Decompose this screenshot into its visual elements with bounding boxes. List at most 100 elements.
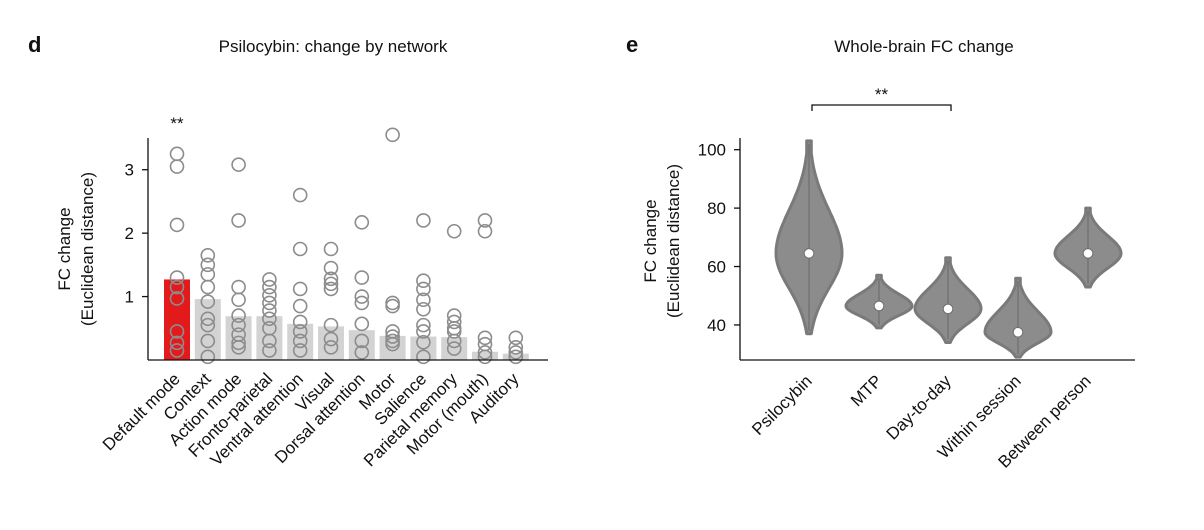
- point-context-5: [200, 311, 216, 327]
- point-salience-6: [416, 324, 431, 339]
- point-dorsal-attention-0: [354, 215, 370, 230]
- point-salience-2: [416, 281, 431, 297]
- point-context-8: [200, 349, 216, 365]
- point-ventral-attention-4: [292, 314, 308, 330]
- point-action-mode-2: [231, 279, 246, 295]
- point-auditory-0: [508, 330, 524, 346]
- point-visual-4: [323, 281, 339, 297]
- point-visual-7: [323, 340, 339, 355]
- point-ventral-attention-3: [292, 298, 308, 314]
- point-action-mode-4: [231, 308, 246, 323]
- point-action-mode-1: [231, 213, 246, 228]
- point-default-mode-0: [169, 146, 185, 162]
- point-auditory-1: [508, 340, 524, 355]
- bar-fronto-parietal: [256, 316, 283, 360]
- point-salience-3: [416, 292, 431, 308]
- point-default-mode-1: [169, 159, 185, 174]
- point-motor-mouth-5: [477, 349, 493, 365]
- panel-e-letter: e: [626, 32, 638, 57]
- point-fronto-parietal-8: [262, 343, 277, 358]
- panel-d: d Psilocybin: change by network FC chang…: [28, 32, 548, 470]
- panel-d-ylabel-2: (Euclidean distance): [78, 172, 97, 326]
- point-motor-mouth-0: [477, 213, 493, 228]
- point-salience-5: [416, 317, 431, 333]
- point-action-mode-3: [231, 292, 246, 308]
- significance-label: **: [875, 85, 889, 104]
- point-fronto-parietal-1: [262, 279, 277, 295]
- point-motor-4: [385, 329, 400, 344]
- point-default-mode-4: [169, 279, 185, 295]
- point-context-4: [200, 294, 216, 309]
- point-ventral-attention-6: [292, 333, 308, 349]
- panel-e: e Whole-brain FC change FC change (Eucli…: [626, 32, 1135, 472]
- point-ventral-attention-2: [292, 281, 308, 297]
- x-tick-label-day-to-day: Day-to-day: [883, 371, 956, 444]
- point-ventral-attention-5: [292, 324, 308, 339]
- point-ventral-attention-0: [292, 187, 308, 203]
- point-context-3: [200, 279, 216, 295]
- point-default-mode-7: [169, 335, 185, 351]
- point-dorsal-attention-6: [354, 345, 370, 360]
- point-motor-mouth-2: [477, 330, 493, 346]
- bar-action-mode: [225, 316, 252, 360]
- point-context-1: [200, 257, 216, 273]
- point-default-mode-8: [169, 343, 185, 358]
- panel-d-significance: **: [170, 114, 184, 133]
- panel-e-y-tick-label-80: 80: [707, 199, 726, 218]
- point-parietal-memory-4: [446, 324, 462, 339]
- point-motor-2: [385, 298, 400, 314]
- point-motor-mouth-1: [477, 223, 493, 239]
- panel-e-title: Whole-brain FC change: [834, 37, 1014, 56]
- bar-ventral-attention: [287, 323, 314, 360]
- point-action-mode-0: [231, 157, 246, 172]
- point-visual-3: [323, 276, 339, 292]
- point-default-mode-5: [169, 291, 185, 306]
- point-context-6: [200, 317, 216, 333]
- point-fronto-parietal-7: [262, 333, 277, 349]
- point-parietal-memory-0: [446, 223, 462, 239]
- point-motor-0: [385, 127, 400, 143]
- point-ventral-attention-1: [292, 241, 308, 257]
- point-default-mode-2: [169, 217, 185, 233]
- violin-median-within-session: [1012, 326, 1024, 338]
- point-motor-mouth-4: [477, 345, 493, 360]
- panel-e-y-tick-label-60: 60: [707, 258, 726, 277]
- x-tick-label-psilocybin: Psilocybin: [748, 371, 816, 439]
- point-fronto-parietal-4: [262, 303, 277, 318]
- point-fronto-parietal-5: [262, 311, 277, 327]
- point-action-mode-5: [231, 317, 246, 333]
- panel-e-y-tick-label-100: 100: [698, 141, 726, 160]
- point-context-7: [200, 333, 216, 349]
- point-visual-2: [323, 271, 339, 287]
- panel-e-ylabel-1: FC change: [641, 199, 660, 282]
- violin-median-between-person: [1082, 248, 1094, 259]
- violin-median-day-to-day: [942, 303, 954, 315]
- point-dorsal-attention-3: [354, 295, 370, 311]
- point-fronto-parietal-0: [262, 272, 277, 287]
- point-salience-0: [416, 213, 431, 228]
- panel-d-y-tick-label-2: 2: [125, 224, 134, 243]
- panel-d-title: Psilocybin: change by network: [219, 37, 448, 56]
- point-motor-1: [385, 295, 400, 311]
- point-parietal-memory-2: [446, 314, 462, 330]
- point-visual-0: [323, 241, 339, 257]
- point-dorsal-attention-4: [354, 316, 370, 332]
- bar-motor-mouth: [472, 351, 498, 360]
- point-salience-4: [416, 301, 431, 317]
- point-salience-7: [416, 334, 431, 350]
- panel-e-ylabel-2: (Euclidean distance): [664, 164, 683, 318]
- point-visual-1: [323, 260, 339, 276]
- point-ventral-attention-7: [292, 343, 308, 358]
- point-auditory-2: [508, 345, 524, 360]
- bar-parietal-memory: [441, 337, 468, 360]
- point-salience-1: [416, 273, 431, 289]
- violin-median-psilocybin: [803, 248, 815, 259]
- point-context-0: [200, 248, 216, 263]
- panel-e-y-tick-label-40: 40: [707, 316, 726, 335]
- point-salience-8: [416, 349, 431, 365]
- point-dorsal-attention-2: [354, 289, 370, 304]
- point-motor-6: [385, 336, 400, 352]
- point-visual-6: [323, 331, 339, 347]
- point-dorsal-attention-5: [354, 333, 370, 349]
